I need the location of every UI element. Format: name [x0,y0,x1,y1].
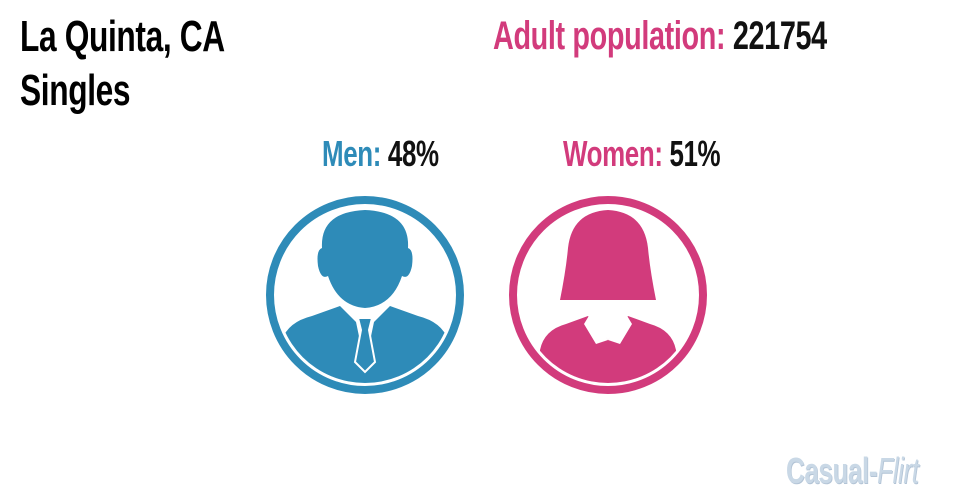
population-label: Adult population: [493,14,726,58]
men: Men: 48% [322,133,439,175]
women-label: Women: [563,133,663,174]
logo-part2: Flirt [877,450,919,491]
logo-part1: Casual [786,450,869,491]
population: Adult population: 221754 [493,14,827,59]
women-icon [509,196,707,394]
title: La Quinta, CA [20,12,225,61]
men-label: Men: [322,133,382,174]
logo-separator: - [868,450,878,491]
men-icon [266,196,464,394]
women: Women: 51% [563,133,721,175]
logo: Casual-Flirt [786,450,919,492]
subtitle: Singles [20,66,131,115]
population-value: 221754 [732,14,827,58]
women-value: 51% [669,133,721,174]
men-value: 48% [387,133,439,174]
